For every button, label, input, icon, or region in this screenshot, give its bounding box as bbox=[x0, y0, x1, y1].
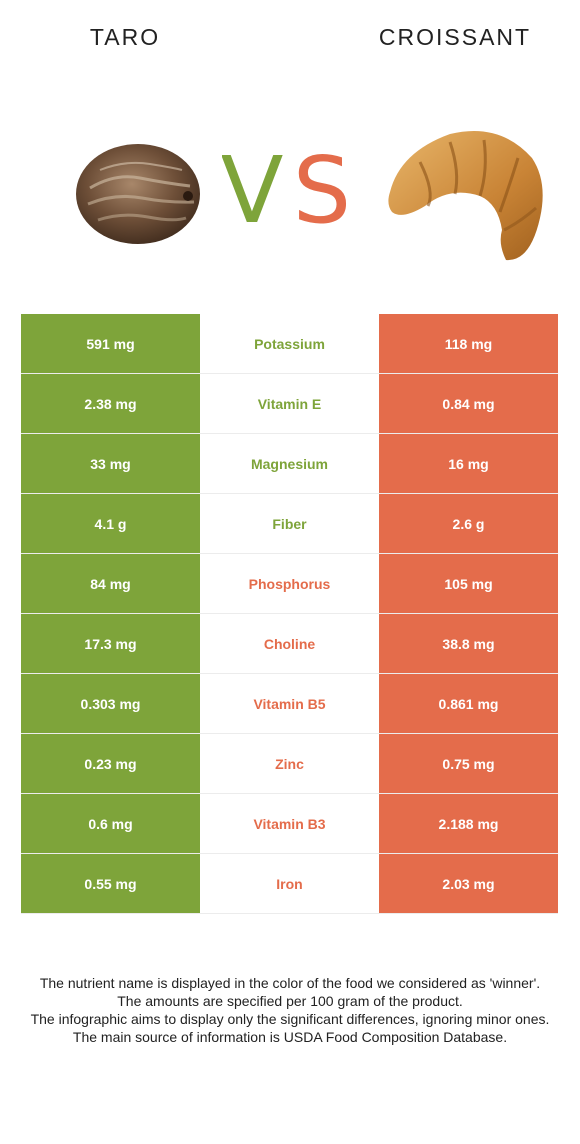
nutrient-name: Vitamin E bbox=[200, 374, 379, 433]
table-row: 0.23 mg Zinc 0.75 mg bbox=[21, 734, 558, 794]
croissant-value: 105 mg bbox=[379, 554, 558, 613]
row-divider bbox=[21, 913, 558, 914]
row-divider bbox=[21, 613, 558, 614]
footer-line-1: The nutrient name is displayed in the co… bbox=[39, 975, 541, 991]
row-divider bbox=[21, 433, 558, 434]
table-row: 33 mg Magnesium 16 mg bbox=[21, 434, 558, 494]
taro-value: 2.38 mg bbox=[21, 374, 200, 433]
croissant-value: 118 mg bbox=[379, 314, 558, 373]
table-row: 2.38 mg Vitamin E 0.84 mg bbox=[21, 374, 558, 434]
nutrient-name: Zinc bbox=[200, 734, 379, 793]
nutrient-comparison-table: 591 mg Potassium 118 mg 2.38 mg Vitamin E 0.8… bbox=[21, 314, 558, 914]
vs-label: V S bbox=[222, 137, 351, 242]
croissant-value: 2.03 mg bbox=[379, 854, 558, 913]
croissant-title: CROISSANT bbox=[378, 24, 532, 50]
vs-letter-s: S bbox=[293, 137, 351, 242]
footer-line-2: The amounts are specified per 100 gram o… bbox=[117, 993, 463, 1009]
footer-notes: The nutrient name is displayed in the co… bbox=[16, 974, 564, 1046]
table-row: 0.55 mg Iron 2.03 mg bbox=[21, 854, 558, 914]
croissant-value: 16 mg bbox=[379, 434, 558, 493]
croissant-value: 0.75 mg bbox=[379, 734, 558, 793]
row-divider bbox=[21, 793, 558, 794]
croissant-value: 38.8 mg bbox=[379, 614, 558, 673]
taro-value: 4.1 g bbox=[21, 494, 200, 553]
table-row: 0.303 mg Vitamin B5 0.861 mg bbox=[21, 674, 558, 734]
row-divider bbox=[21, 733, 558, 734]
footer-line-3: The infographic aims to display only the… bbox=[30, 1011, 550, 1027]
nutrient-name: Choline bbox=[200, 614, 379, 673]
nutrient-name: Vitamin B3 bbox=[200, 794, 379, 853]
croissant-value: 0.861 mg bbox=[379, 674, 558, 733]
taro-value: 0.303 mg bbox=[21, 674, 200, 733]
taro-value: 591 mg bbox=[21, 314, 200, 373]
taro-value: 0.55 mg bbox=[21, 854, 200, 913]
croissant-value: 0.84 mg bbox=[379, 374, 558, 433]
taro-value: 17.3 mg bbox=[21, 614, 200, 673]
table-row: 4.1 g Fiber 2.6 g bbox=[21, 494, 558, 554]
taro-title: TARO bbox=[89, 24, 161, 50]
nutrient-name: Magnesium bbox=[200, 434, 379, 493]
row-divider bbox=[21, 493, 558, 494]
nutrient-name: Potassium bbox=[200, 314, 379, 373]
croissant-value: 2.6 g bbox=[379, 494, 558, 553]
table-row: 0.6 mg Vitamin B3 2.188 mg bbox=[21, 794, 558, 854]
nutrient-name: Vitamin B5 bbox=[200, 674, 379, 733]
taro-image bbox=[76, 144, 200, 244]
croissant-value: 2.188 mg bbox=[379, 794, 558, 853]
croissant-image bbox=[388, 131, 543, 261]
taro-value: 0.6 mg bbox=[21, 794, 200, 853]
table-row: 591 mg Potassium 118 mg bbox=[21, 314, 558, 374]
row-divider bbox=[21, 853, 558, 854]
row-divider bbox=[21, 673, 558, 674]
table-row: 84 mg Phosphorus 105 mg bbox=[21, 554, 558, 614]
nutrient-name: Iron bbox=[200, 854, 379, 913]
nutrient-name: Phosphorus bbox=[200, 554, 379, 613]
row-divider bbox=[21, 553, 558, 554]
footer-line-4: The main source of information is USDA F… bbox=[72, 1029, 508, 1045]
taro-value: 33 mg bbox=[21, 434, 200, 493]
table-row: 17.3 mg Choline 38.8 mg bbox=[21, 614, 558, 674]
row-divider bbox=[21, 373, 558, 374]
vs-letter-v: V bbox=[222, 137, 284, 242]
taro-value: 84 mg bbox=[21, 554, 200, 613]
nutrient-name: Fiber bbox=[200, 494, 379, 553]
taro-value: 0.23 mg bbox=[21, 734, 200, 793]
